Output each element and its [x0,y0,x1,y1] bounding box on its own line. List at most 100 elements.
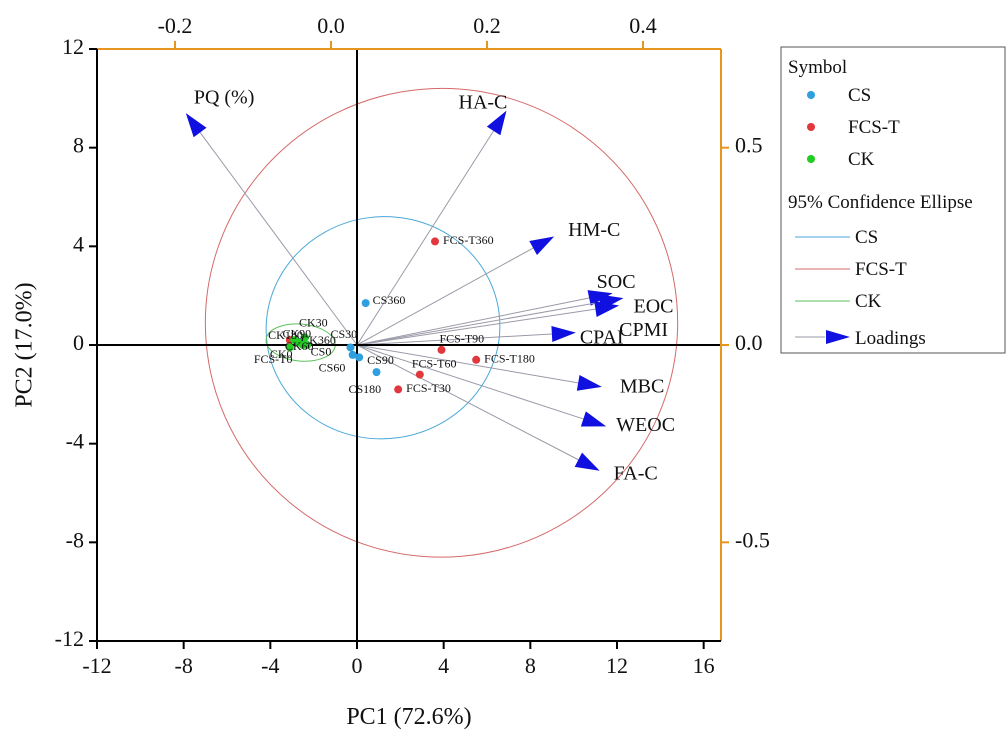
point-fcs-t180 [472,355,481,364]
loading-label-weoc: WEOC [616,414,675,436]
x-tick-label: -8 [175,653,193,678]
legend: Symbol 95% Confidence Ellipse Loadings C… [780,46,1006,354]
point-label-cs60: CS60 [319,361,346,375]
x-tick-label: 0 [352,653,363,678]
y-axis-label: PC2 (17.0%) [12,282,38,407]
y-tick-label: -12 [55,626,84,651]
loading-arrow-weoc [580,411,607,427]
loading-line-weoc [356,344,584,420]
y-tick-label: 12 [62,34,84,59]
point-ck60 [298,341,307,349]
point-ck0 [285,343,294,352]
point-ck30 [301,333,309,342]
top-tick-label: 0.4 [629,13,657,38]
right-tick-label: 0.0 [735,330,763,355]
legend-ellipse-label-ck: CK [855,291,882,312]
legend-marker-fcs-t [807,123,815,131]
top-tick-label: -0.2 [158,13,193,38]
score-points: CS360 CS30 CS90 CS180 CS0 CS60 FCS-T360 FCS-T90… [254,233,535,396]
point-label-ck0: CK0 [270,347,293,361]
loading-arrow-cpai [551,326,576,343]
point-cs360 [361,299,370,308]
loading-label-ha-c: HA-C [459,91,508,113]
x-tick-label: -4 [261,653,279,678]
point-label-ck30: CK30 [299,315,328,329]
zero-lines [97,49,721,641]
loading-label-mbc: MBC [620,376,664,398]
loading-line-fa-c [356,344,579,461]
point-label-fcs-t360: FCS-T360 [443,233,494,247]
legend-ellipse-label-cs: CS [855,227,878,248]
point-fcs-t360 [431,237,439,246]
loading-line-mbc [356,344,579,384]
loading-line-eoc [356,301,600,346]
loading-label-hm-c: HM-C [568,219,620,241]
legend-marker-ck [807,155,815,163]
legend-marker-cs [807,91,815,99]
legend-title: Symbol [788,57,847,78]
loading-arrow-ha-c [486,110,507,136]
point-label-cs0: CS0 [311,344,332,358]
point-label-cs360: CS360 [373,293,406,307]
legend-label-fcs-t: FCS-T [848,117,900,138]
x-tick-label: 4 [438,653,449,678]
point-label-fcs-t30: FCS-T30 [406,381,451,395]
loading-arrow-cpmi [594,301,620,318]
point-fcs-t60 [415,370,424,379]
loading-line-hm-c [356,247,534,346]
loading-label-pq: PQ (%) [194,87,255,109]
loading-line-pq [199,132,358,346]
point-ck180 [290,336,299,345]
point-label-ck60: CK60 [285,339,314,353]
legend-label-ck: CK [848,149,875,170]
y-tick-label: -4 [66,429,84,454]
point-cs60 [348,350,357,359]
ellipse-fcs-t [204,87,679,558]
point-fcs-t90 [437,345,446,354]
x-tick-label: 12 [606,653,628,678]
legend-label-cs: CS [848,85,871,106]
axis-ticks: -12 -8 -4 0 4 8 12 16 -12 -8 -4 0 4 8 12 -0.2 0.0 0.2 0.4 0… [55,13,770,678]
y-tick-label: 4 [73,231,84,256]
loading-line-cpai [356,333,552,346]
point-label-cs30: CS30 [331,327,358,341]
legend-ellipse-label-fcs-t: FCS-T [855,259,907,280]
legend-box [780,46,1006,354]
point-label-fcs-t0: FCS-T0 [254,352,293,366]
point-label-fcs-t90: FCS-T90 [440,332,485,346]
x-tick-label: -12 [82,653,111,678]
loading-arrow-fa-c [574,452,600,471]
point-label-ck90: CK90 [283,326,312,340]
loading-line-soc [356,297,590,346]
y-tick-label: 8 [73,133,84,158]
right-tick-label: 0.5 [735,133,763,158]
loading-label-eoc: EOC [634,296,674,318]
loading-label-cpmi: CPMI [619,319,668,341]
loading-label-cpai: CPAI [580,326,624,348]
top-tick-label: 0.2 [473,13,501,38]
point-label-cs90: CS90 [367,353,394,367]
point-label-ck180: CK180 [268,328,303,342]
loading-arrow-pq [185,113,207,138]
loading-label-soc: SOC [597,271,636,293]
point-fcs-t30 [394,385,403,394]
point-label-cs180: CS180 [349,382,382,396]
point-label-ck360: CK360 [301,333,336,347]
point-cs90 [355,353,364,362]
right-tick-label: -0.5 [735,527,770,552]
loading-line-cpmi [356,308,596,346]
y-tick-label: -8 [66,527,84,552]
point-cs180 [372,368,381,377]
top-tick-label: 0.0 [317,13,345,38]
loading-label-fa-c: FA-C [614,462,658,484]
x-tick-label: 8 [525,653,536,678]
legend-loadings-label: Loadings [855,328,926,349]
loading-arrow-hm-c [529,236,555,256]
y-tick-label: 0 [73,330,84,355]
legend-ellipse-title: 95% Confidence Ellipse [788,192,973,213]
loading-arrow-mbc [576,374,602,391]
point-label-fcs-t60: FCS-T60 [412,356,457,370]
loading-line-ha-c [356,130,495,346]
